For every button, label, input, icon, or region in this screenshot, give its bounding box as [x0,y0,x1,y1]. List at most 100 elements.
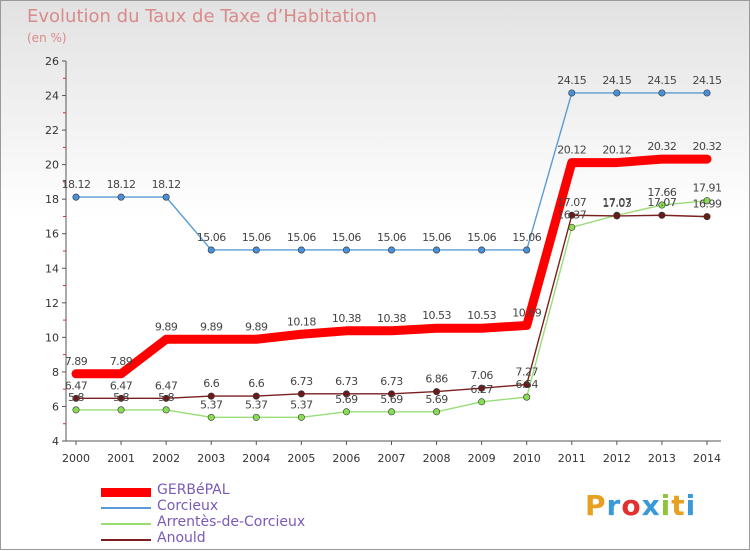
data-label: 6.73 [290,375,313,388]
data-label: 20.12 [602,144,631,157]
data-label: 5.69 [335,393,358,406]
legend-item-anould: Anould [101,530,361,547]
data-label: 16.37 [557,208,586,221]
data-label: 15.06 [467,231,496,244]
y-tick-label: 18 [45,193,59,206]
y-tick-label: 14 [45,262,59,275]
data-label: 17.07 [647,196,676,209]
data-point [478,246,486,254]
data-label: 7.89 [65,355,88,368]
y-tick-label: 8 [52,366,59,379]
data-label: 24.15 [557,74,586,87]
data-label: 15.06 [332,231,361,244]
data-label: 20.12 [557,144,586,157]
data-point [478,384,486,392]
x-tick-label: 2009 [468,452,496,465]
data-label: 10.18 [287,315,316,328]
data-label: 18.12 [107,178,136,191]
data-label: 18.12 [152,178,181,191]
y-tick-label: 16 [45,228,59,241]
data-label: 5.37 [245,398,268,411]
proxiti-logo: Proxiti [585,489,696,522]
data-point [523,393,531,401]
data-label: 6.54 [515,378,538,391]
data-point [658,201,666,209]
data-label: 24.15 [602,74,631,87]
data-label: 10.53 [422,309,451,322]
data-point [433,246,441,254]
data-point [387,390,395,398]
data-point [658,211,666,219]
data-point [72,406,80,414]
data-point [117,406,125,414]
data-point [613,212,621,220]
data-point [523,246,531,254]
data-label: 10.53 [467,309,496,322]
data-label: 15.06 [512,231,541,244]
data-point [297,246,305,254]
x-tick-label: 2004 [242,452,270,465]
data-point [162,193,170,201]
data-label: 6.86 [425,373,448,386]
data-label: 5.37 [290,398,313,411]
y-tick-label: 26 [45,55,59,68]
data-label: 9.89 [200,320,223,333]
x-tick-label: 2002 [152,452,180,465]
data-point [433,408,441,416]
data-point [207,392,215,400]
data-point [207,246,215,254]
data-label: 20.32 [647,140,676,153]
data-label: 5.69 [380,393,403,406]
data-point [252,413,260,421]
data-label: 24.15 [647,74,676,87]
data-label: 17.07 [602,196,631,209]
data-label: 10.69 [512,306,541,319]
data-point [252,392,260,400]
data-point [297,413,305,421]
data-point [72,193,80,201]
data-point [478,398,486,406]
data-point [252,246,260,254]
series-line-0 [71,154,712,379]
series-line-1 [75,92,708,251]
legend-swatch-anould [101,539,151,541]
data-label: 17.91 [693,182,722,195]
x-tick-label: 2005 [287,452,315,465]
legend-item-corcieux: Corcieux [101,498,361,515]
data-label: 5.8 [158,391,174,404]
data-label: 6.73 [335,375,358,388]
logo-letter: i [685,489,697,522]
x-tick-label: 2010 [513,452,541,465]
legend-item-gerbepal: GERBéPAL [101,482,361,499]
x-tick-label: 2000 [62,452,90,465]
data-point [568,89,576,97]
data-label: 16.99 [693,198,722,211]
data-point [342,246,350,254]
data-label: 7.89 [110,355,133,368]
y-tick-label: 10 [45,331,59,344]
data-point [613,89,621,97]
data-label: 10.38 [377,312,406,325]
data-label: 6.47 [65,379,88,392]
data-label: 5.8 [113,391,129,404]
data-label: 15.06 [242,231,271,244]
data-label: 6.47 [155,379,178,392]
data-label: 17.66 [647,186,676,199]
data-point [387,408,395,416]
legend-label-anould: Anould [157,530,206,546]
data-label: 10.38 [332,312,361,325]
legend-label-corcieux: Corcieux [157,498,219,514]
data-label: 5.8 [68,391,84,404]
data-point [117,394,125,402]
data-label: 15.06 [287,231,316,244]
data-point [342,408,350,416]
legend-label-arrentes: Arrentès-de-Corcieux [157,514,306,530]
data-label: 7.27 [515,366,538,379]
legend-item-arrentes: Arrentès-de-Corcieux [101,514,361,531]
y-tick-label: 20 [45,159,59,172]
data-label: 17.03 [602,197,631,210]
data-label: 15.06 [422,231,451,244]
data-label: 9.89 [245,320,268,333]
logo-letter: P [585,489,607,522]
